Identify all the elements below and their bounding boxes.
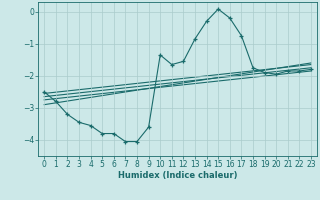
X-axis label: Humidex (Indice chaleur): Humidex (Indice chaleur) bbox=[118, 171, 237, 180]
